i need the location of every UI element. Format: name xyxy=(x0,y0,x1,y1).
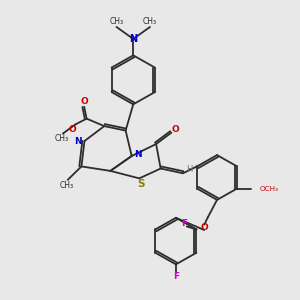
Text: N: N xyxy=(129,34,137,44)
Text: CH₃: CH₃ xyxy=(143,17,157,26)
Text: OCH₃: OCH₃ xyxy=(260,186,279,192)
Text: O: O xyxy=(69,124,76,134)
Text: O: O xyxy=(80,98,88,106)
Text: N: N xyxy=(134,150,142,159)
Text: CH₃: CH₃ xyxy=(59,181,73,190)
Text: S: S xyxy=(137,179,144,189)
Text: N: N xyxy=(74,136,82,146)
Text: O: O xyxy=(200,223,208,232)
Text: F: F xyxy=(181,219,188,228)
Text: CH₃: CH₃ xyxy=(110,17,124,26)
Text: H: H xyxy=(186,165,193,174)
Text: O: O xyxy=(171,125,179,134)
Text: CH₃: CH₃ xyxy=(54,134,68,143)
Text: F: F xyxy=(173,272,179,281)
